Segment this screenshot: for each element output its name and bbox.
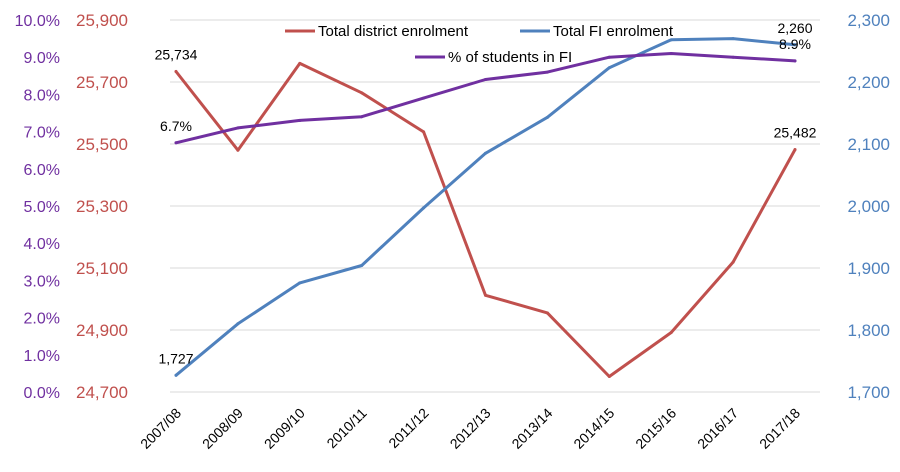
fi-tick-label: 2,100	[847, 135, 890, 154]
data-point	[545, 115, 549, 119]
x-tick-label: 2008/09	[199, 405, 246, 452]
data-point	[298, 61, 302, 65]
enrolment-tick-label: 25,900	[76, 11, 128, 30]
right-fi-axis: 1,700 1,800 1,900 2,000 2,100 2,200 2,300	[847, 11, 890, 402]
enrolment-tick-label: 24,900	[76, 321, 128, 340]
data-point	[360, 264, 364, 268]
data-point	[236, 148, 240, 152]
data-point	[174, 373, 178, 377]
data-point	[484, 151, 487, 155]
percent-tick-label: 10.0%	[15, 13, 60, 30]
percent-tick-label: 9.0%	[24, 50, 60, 67]
enrolment-tick-label: 24,700	[76, 383, 128, 402]
x-tick-label: 2007/08	[137, 405, 184, 452]
enrolment-tick-label: 25,500	[76, 135, 128, 154]
enrolment-tick-label: 25,300	[76, 197, 128, 216]
data-point	[236, 322, 240, 326]
fi-tick-label: 1,800	[847, 321, 890, 340]
x-tick-label: 2014/15	[570, 405, 617, 452]
data-label: 8.9%	[779, 36, 811, 52]
data-point	[731, 37, 735, 41]
x-tick-label: 2011/12	[385, 405, 432, 452]
data-point	[298, 281, 302, 285]
percent-tick-label: 0.0%	[24, 385, 60, 402]
series-line-1	[174, 37, 797, 377]
fi-tick-label: 2,200	[847, 73, 890, 92]
x-tick-label: 2016/17	[694, 405, 741, 452]
x-tick-label: 2017/18	[756, 405, 803, 452]
data-point	[793, 43, 797, 47]
data-point	[484, 78, 487, 82]
data-point	[731, 260, 735, 264]
legend-label: Total FI enrolment	[553, 23, 674, 40]
data-point	[731, 55, 735, 59]
data-label: 6.7%	[160, 118, 192, 134]
left-enrolment-axis: 24,700 24,900 25,100 25,300 25,500 25,700 25,9…	[76, 11, 128, 402]
x-tick-label: 2010/11	[323, 405, 370, 452]
data-point	[174, 141, 178, 145]
data-label: 1,727	[158, 350, 193, 366]
data-point	[360, 91, 364, 95]
fi-tick-label: 1,700	[847, 383, 890, 402]
data-point	[236, 126, 240, 130]
series-lines	[174, 37, 797, 378]
data-point	[607, 55, 611, 59]
legend-label: % of students in FI	[448, 49, 572, 66]
data-point	[422, 130, 426, 134]
fi-tick-label: 1,900	[847, 259, 890, 278]
data-point	[422, 96, 426, 100]
percent-tick-label: 7.0%	[24, 125, 60, 142]
data-point	[545, 70, 549, 74]
legend: Total district enrolment Total FI enrolme…	[285, 23, 674, 66]
data-point	[484, 293, 487, 297]
percent-tick-label: 1.0%	[24, 348, 60, 365]
data-point	[360, 115, 364, 119]
data-label: 25,482	[774, 125, 817, 141]
left-percent-axis: 0.0% 1.0% 2.0% 3.0% 4.0% 5.0% 6.0% 7.0% 8.0% 9.0%…	[15, 13, 60, 402]
data-label: 25,734	[155, 46, 198, 62]
fi-tick-label: 2,300	[847, 11, 890, 30]
x-axis: 2007/08 2008/09 2009/10 2010/11 2011/12 2012/…	[137, 405, 803, 452]
data-point	[545, 311, 549, 315]
x-tick-label: 2012/13	[447, 405, 494, 452]
percent-tick-label: 2.0%	[24, 311, 60, 328]
data-point	[607, 375, 611, 378]
data-point	[793, 148, 797, 152]
x-tick-label: 2015/16	[632, 405, 679, 452]
data-labels: 25,734 25,482 1,727 2,260 6.7% 8.9%	[155, 20, 817, 366]
enrolment-tick-label: 25,700	[76, 73, 128, 92]
data-point	[298, 118, 302, 122]
x-tick-label: 2013/14	[508, 405, 555, 452]
legend-label: Total district enrolment	[318, 23, 469, 40]
enrolment-tick-label: 25,100	[76, 259, 128, 278]
percent-tick-label: 3.0%	[24, 273, 60, 290]
percent-tick-label: 8.0%	[24, 87, 60, 104]
percent-tick-label: 4.0%	[24, 236, 60, 253]
data-label: 2,260	[777, 20, 812, 36]
fi-tick-label: 2,000	[847, 197, 890, 216]
data-point	[607, 66, 611, 70]
gridlines	[170, 19, 820, 393]
percent-tick-label: 6.0%	[24, 162, 60, 179]
data-point	[793, 59, 797, 63]
series-line-2	[174, 52, 797, 145]
x-tick-label: 2009/10	[261, 405, 308, 452]
percent-tick-label: 5.0%	[24, 199, 60, 216]
data-point	[669, 330, 673, 334]
data-point	[174, 69, 178, 73]
data-point	[669, 51, 673, 55]
data-point	[669, 38, 673, 42]
data-point	[422, 206, 426, 210]
